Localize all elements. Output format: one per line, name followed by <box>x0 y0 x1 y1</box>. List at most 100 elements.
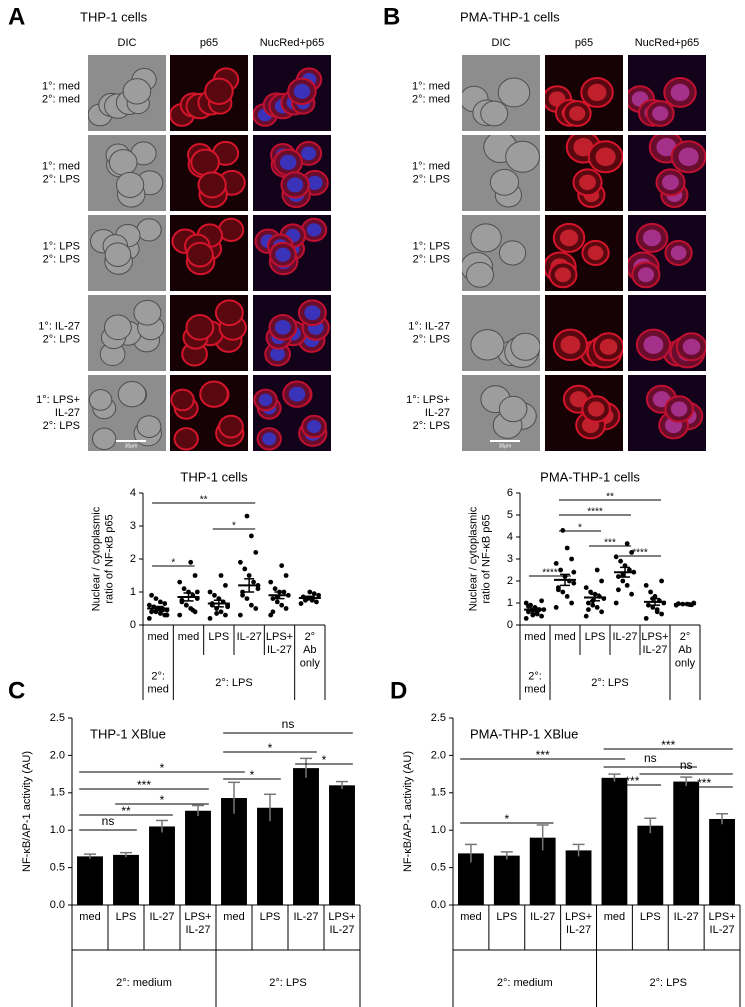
nucleus <box>258 393 273 407</box>
bar <box>329 785 355 905</box>
dot <box>627 567 632 573</box>
row-label: 1°: IL-27 2°: LPS <box>408 320 450 345</box>
micrograph-content <box>545 295 623 371</box>
micrograph-content <box>462 55 540 131</box>
cell <box>103 314 132 341</box>
group-label: 2°: medium <box>497 977 553 989</box>
nucleus <box>307 175 323 190</box>
micrograph <box>170 375 248 451</box>
dot <box>586 600 591 606</box>
dot <box>270 609 276 615</box>
dot <box>616 574 621 579</box>
nucleus <box>306 223 322 237</box>
dot <box>214 611 220 616</box>
cell <box>204 77 234 105</box>
dot <box>237 612 243 618</box>
dot <box>149 609 154 615</box>
y-axis-label: Nuclear / cytoplasmicratio of NF-κB p65 <box>467 506 492 611</box>
dot <box>272 586 278 592</box>
dot <box>583 613 589 619</box>
nucleus <box>587 401 605 417</box>
x-tick-label: LPS+ IL-27 <box>565 911 592 936</box>
significance-label: * <box>160 761 165 775</box>
cell <box>173 427 199 451</box>
dot <box>149 592 154 598</box>
nucleus <box>599 338 618 355</box>
column-header: NucRed+p65 <box>635 37 700 49</box>
y-tick-label: 2 <box>130 553 136 565</box>
dot <box>560 528 566 533</box>
x-tick-label: med <box>178 631 199 643</box>
micrograph-content <box>88 375 166 451</box>
column-header: NucRed+p65 <box>260 37 325 49</box>
bar <box>221 798 247 905</box>
dot <box>618 558 623 564</box>
cell <box>199 380 229 408</box>
micrograph <box>545 135 623 211</box>
micrograph-content <box>253 375 331 451</box>
x-tick-label: med <box>223 911 244 923</box>
dot <box>590 602 596 608</box>
nucleus <box>559 229 579 247</box>
dot <box>599 609 604 615</box>
significance-label: *** <box>697 776 711 790</box>
nucleus <box>573 137 594 157</box>
dot <box>316 592 322 598</box>
y-tick-label: 2.0 <box>50 749 65 761</box>
y-tick-label: 2.5 <box>431 712 446 724</box>
dot <box>248 533 254 539</box>
significance-label: **** <box>632 548 648 559</box>
dot <box>646 602 651 608</box>
nucleus <box>652 106 669 121</box>
micrograph <box>253 55 331 131</box>
nucleus <box>682 338 701 355</box>
significance-label: * <box>250 768 255 782</box>
micrograph-content <box>628 215 706 291</box>
dot <box>183 602 189 608</box>
significance-label: **** <box>587 507 603 518</box>
dot <box>237 559 243 565</box>
x-tick-label: LPS <box>640 911 661 923</box>
dot <box>643 583 649 588</box>
y-tick-label: 1.0 <box>50 824 65 836</box>
cell <box>117 381 147 408</box>
cell <box>489 168 520 196</box>
nucleus <box>670 83 690 102</box>
dot <box>177 579 183 585</box>
nucleus <box>275 247 291 262</box>
dot <box>556 587 561 593</box>
cell <box>470 329 505 361</box>
dot <box>268 579 274 585</box>
dot <box>244 513 250 519</box>
dot <box>654 609 660 615</box>
dot <box>212 592 217 598</box>
micrograph <box>170 215 248 291</box>
y-tick-label: 2.5 <box>50 712 65 724</box>
y-tick-label: 1.5 <box>50 787 65 799</box>
y-tick-label: 0.0 <box>50 899 65 911</box>
dot <box>613 600 619 606</box>
cell <box>136 415 162 438</box>
micrograph <box>462 135 540 211</box>
chart-title: PMA-THP-1 cells <box>540 469 640 484</box>
x-tick-label: med <box>79 911 100 923</box>
dot <box>594 605 600 610</box>
group-label: 2°: LPS <box>269 977 306 989</box>
dot <box>523 616 529 621</box>
dot <box>629 591 634 597</box>
nucleus <box>560 335 581 354</box>
bar <box>673 781 700 905</box>
micrograph-content <box>628 375 706 451</box>
bar <box>293 768 319 905</box>
cell <box>170 388 195 412</box>
dot <box>539 598 544 604</box>
x-tick-label: LPS+ IL-27 <box>184 911 211 936</box>
y-tick-label: 2.0 <box>431 749 446 761</box>
dot <box>146 616 152 621</box>
x-tick-label: LPS <box>585 631 606 643</box>
x-tick-label: med <box>147 631 168 643</box>
dot <box>558 567 563 573</box>
bar <box>113 854 139 905</box>
dot <box>207 616 213 621</box>
scale-bar-label: 30μm <box>125 443 138 449</box>
